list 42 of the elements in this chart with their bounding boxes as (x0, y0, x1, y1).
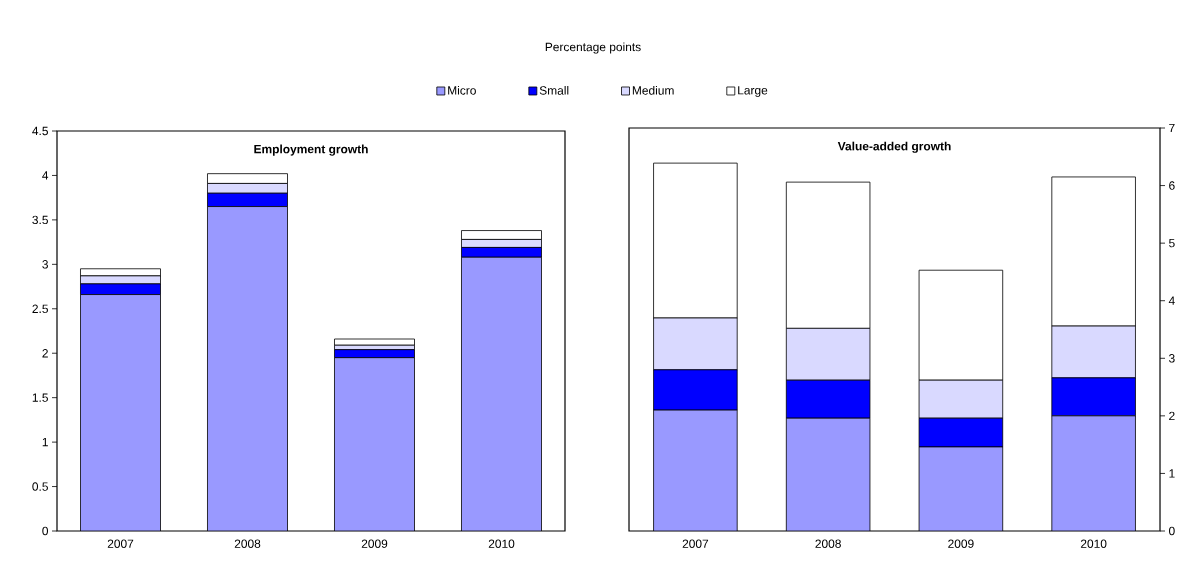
bar (80, 294, 161, 531)
y-tick-label: 1.5 (32, 393, 48, 402)
y-tick-label: 4.5 (32, 126, 48, 136)
y-tick-label: 2 (42, 349, 48, 358)
x-tick-label: 2009 (948, 539, 974, 548)
legend-label: Medium (632, 85, 674, 95)
y-tick-label: 0 (42, 526, 49, 536)
y-tick-label: 5 (1169, 238, 1175, 248)
y-tick-label: 2.5 (32, 304, 48, 313)
y-tick-label: 0 (1169, 526, 1175, 536)
bar (1051, 415, 1136, 531)
x-tick-label: 2010 (488, 539, 515, 548)
y-tick-label: 7 (1169, 123, 1175, 133)
y-tick-label: 3.5 (32, 215, 48, 225)
text: Value-added growth (837, 141, 951, 153)
y-tick-label: 4 (42, 171, 49, 180)
x-tick-label: 2009 (361, 539, 388, 548)
text: Employment growth (254, 144, 368, 156)
legend-label: Large (738, 86, 768, 97)
y-tick-label: 6 (1169, 181, 1175, 190)
y-tick-label: 4 (1168, 296, 1175, 305)
y-tick-label: 3 (1168, 354, 1175, 363)
y-tick-label: 1 (1169, 469, 1175, 478)
bar (653, 409, 738, 531)
x-tick-label: 2007 (682, 539, 709, 548)
bar (461, 256, 542, 531)
x-tick-label: 2007 (107, 539, 134, 548)
y-tick-label: 2 (1169, 411, 1175, 421)
x-tick-label: 2008 (815, 539, 841, 548)
x-tick-label: 2008 (234, 539, 261, 548)
bar (334, 338, 415, 346)
bar (918, 446, 1004, 531)
x-tick-label: 2010 (1080, 539, 1107, 548)
legend-label: Small (539, 85, 569, 95)
text: Percentage points (545, 42, 641, 54)
y-tick-label: 3 (42, 260, 48, 269)
bar (785, 417, 871, 531)
y-tick-label: 0.5 (32, 482, 48, 491)
legend-label: Micro (448, 85, 476, 95)
y-tick-label: 1 (42, 438, 48, 447)
bar (334, 357, 415, 531)
bar (207, 206, 288, 531)
